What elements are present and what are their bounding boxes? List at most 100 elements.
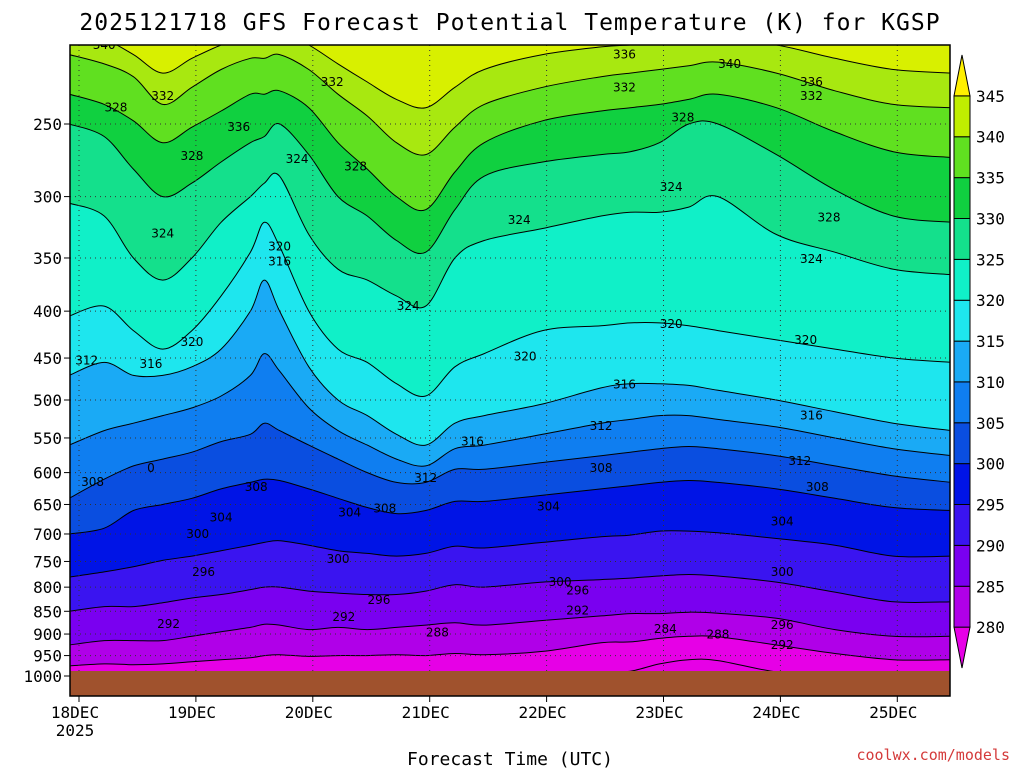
y-axis: 250 300 350 400 450 500 550 600 650 700 750 800 850 9…	[23, 115, 70, 686]
contour-296	[70, 573, 950, 612]
colorbar-label: 320	[976, 291, 1005, 310]
contour-label: 320	[794, 333, 817, 347]
x-tick-label: 22DEC	[519, 703, 567, 722]
x-tick-label: 24DEC	[752, 703, 800, 722]
x-tick-label: 20DEC	[285, 703, 333, 722]
contour-lines	[70, 45, 950, 681]
y-tick-label: 900	[33, 625, 62, 644]
contour-label: 308	[245, 480, 268, 494]
y-tick-label: 550	[33, 429, 62, 448]
contour-label: 328	[104, 101, 127, 115]
contour-336	[70, 53, 950, 156]
contour-label: 296	[771, 618, 794, 632]
contour-308	[70, 422, 950, 499]
contour-label: 296	[192, 565, 215, 579]
contour-label: 312	[788, 454, 811, 468]
y-tick-label: 350	[33, 249, 62, 268]
x-axis: 18DEC 19DEC 20DEC 21DEC 22DEC 23DEC 24DEC 25DEC…	[51, 696, 917, 740]
contour-label: 316	[800, 409, 823, 423]
x-tick-label: 21DEC	[402, 703, 450, 722]
contour-340	[115, 45, 950, 109]
y-tick-label: 700	[33, 525, 62, 544]
y-tick-label: 650	[33, 495, 62, 514]
contour-label: 300	[327, 552, 350, 566]
colorbar-swatch	[953, 463, 971, 506]
contour-label: 320	[180, 335, 203, 349]
contour-label: 324	[660, 180, 683, 194]
contour-label: 296	[367, 593, 390, 607]
colorbar-label: 290	[976, 536, 1005, 555]
contour-label: 284	[654, 622, 677, 636]
colorbar-label: 305	[976, 414, 1005, 433]
contour-label: 332	[321, 75, 344, 89]
credit-text: coolwx.com/models	[856, 746, 1010, 764]
temperature-bands	[70, 45, 950, 696]
contour-label: 308	[590, 461, 613, 475]
contour-312	[70, 353, 950, 467]
y-tick-label: 500	[33, 391, 62, 410]
contour-label: 328	[671, 111, 694, 125]
contour-316	[70, 279, 950, 446]
contour-label: 328	[180, 149, 203, 163]
colorbar-label: 280	[976, 618, 1005, 637]
contour-label: 320	[514, 349, 537, 363]
contour-324	[70, 172, 950, 309]
y-tick-label: 250	[33, 115, 62, 134]
contour-label: 0	[147, 461, 155, 475]
contour-label: 332	[613, 80, 636, 94]
contour-label: 292	[771, 638, 794, 652]
contour-label: 292	[566, 603, 589, 617]
contour-label: 320	[268, 239, 291, 253]
contour-300	[70, 530, 950, 578]
contour-label: 324	[397, 299, 420, 313]
colorbar-swatch	[953, 54, 971, 97]
contour-label: 316	[613, 378, 636, 392]
colorbar-swatch	[953, 504, 971, 546]
contour-label: 324	[286, 152, 309, 166]
x-axis-label: Forecast Time (UTC)	[407, 749, 613, 768]
contour-label: 304	[338, 505, 361, 519]
colorbar-label: 340	[976, 128, 1005, 147]
colorbar-label: 310	[976, 373, 1005, 392]
contour-label: 316	[268, 254, 291, 268]
x-tick-year: 2025	[56, 721, 95, 740]
contour-label: 300	[771, 565, 794, 579]
contour-label: 312	[75, 354, 98, 368]
contour-label: 328	[818, 210, 841, 224]
x-tick-label: 18DEC	[51, 703, 99, 722]
y-tick-label: 850	[33, 602, 62, 621]
colorbar-label: 295	[976, 496, 1005, 515]
contour-label: 316	[461, 435, 484, 449]
contour-label: 288	[426, 626, 449, 640]
y-tick-label: 300	[33, 188, 62, 207]
colorbar-swatch	[953, 381, 971, 424]
contour-332	[70, 89, 950, 212]
contour-288	[70, 635, 950, 667]
contour-label: 304	[537, 499, 560, 513]
y-tick-label: 400	[33, 302, 62, 321]
contour-label: 336	[800, 75, 823, 89]
x-tick-label: 19DEC	[168, 703, 216, 722]
colorbar-label: 300	[976, 455, 1005, 474]
y-tick-label: 800	[33, 578, 62, 597]
colorbar: 280 285 290 295 300 305 310 315 320 325 330 335 340 3…	[953, 54, 1005, 669]
colorbar-swatch	[953, 340, 971, 383]
y-tick-label: 450	[33, 349, 62, 368]
contour-label: 324	[800, 252, 823, 266]
colorbar-swatch	[953, 422, 971, 465]
colorbar-swatch	[953, 136, 971, 179]
contour-label: 304	[771, 514, 794, 528]
colorbar-label: 330	[976, 209, 1005, 228]
grid-lines	[70, 45, 950, 696]
colorbar-swatch	[953, 258, 971, 301]
contour-label: 328	[344, 159, 367, 173]
colorbar-swatch	[953, 95, 971, 138]
contour-label: 304	[210, 511, 233, 525]
contour-label: 312	[414, 471, 437, 485]
band-328	[70, 45, 950, 254]
y-tick-label: 600	[33, 464, 62, 483]
contour-label: 332	[800, 89, 823, 103]
y-tick-label: 750	[33, 552, 62, 571]
